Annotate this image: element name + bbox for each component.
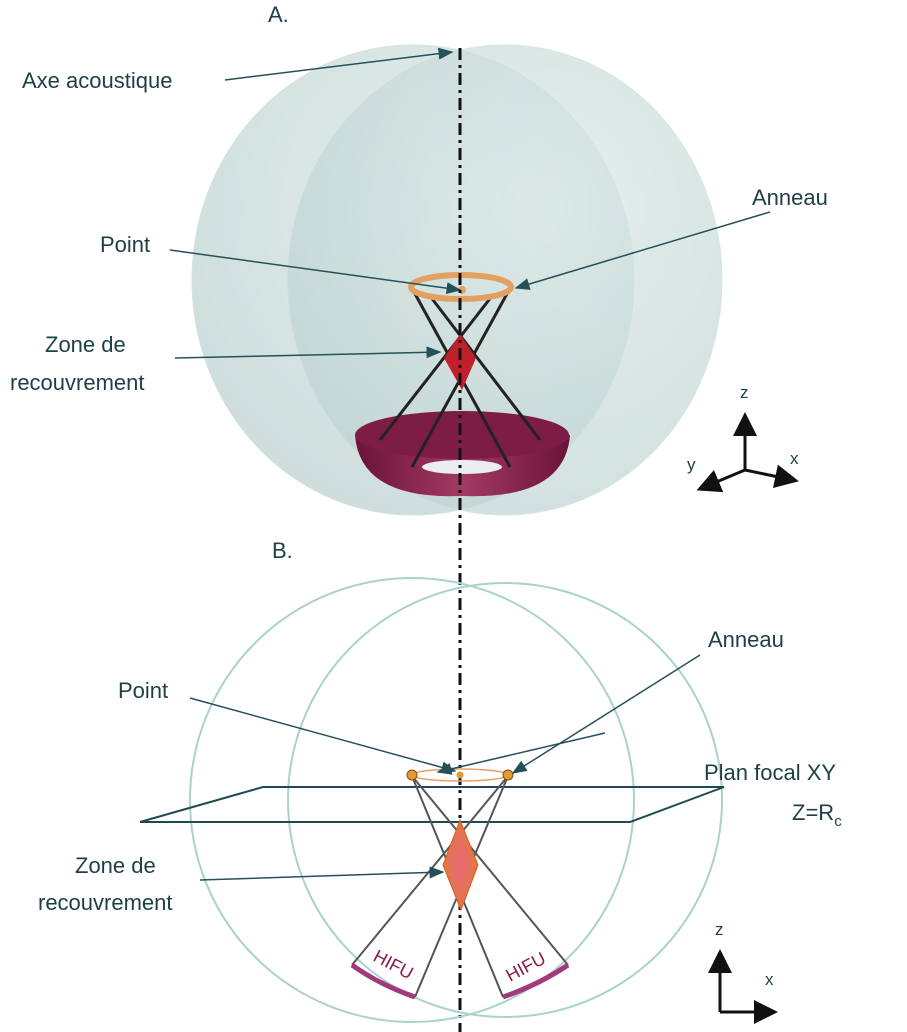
- axis-label: y: [687, 455, 696, 474]
- label: Anneau: [752, 185, 828, 210]
- arrow: [174, 346, 442, 359]
- bowl-rim: [355, 411, 569, 459]
- axis-label: x: [790, 449, 799, 468]
- overlap-zone: [442, 818, 479, 912]
- panel-label: B.: [272, 538, 293, 563]
- panel-b: B. HIFU HIFU Anneau Point Plan focal XY …: [38, 538, 842, 1024]
- equation: Z=R: [792, 800, 834, 825]
- label: Point: [100, 232, 150, 257]
- arrow: [511, 654, 701, 774]
- arrow: [189, 697, 457, 774]
- axis-label: x: [765, 970, 774, 989]
- axes-icon: [696, 412, 799, 493]
- ring-point: [502, 769, 514, 781]
- arrow: [224, 47, 454, 81]
- focal-plane: [139, 786, 725, 823]
- overlap-zone: [444, 334, 476, 390]
- label: recouvrement: [38, 890, 173, 915]
- bowl-hole: [422, 460, 502, 474]
- arrow: [169, 249, 462, 295]
- label: Zone de: [75, 853, 156, 878]
- label: recouvrement: [10, 370, 145, 395]
- label: Zone de: [45, 332, 126, 357]
- sphere: [189, 577, 635, 1023]
- label: Anneau: [708, 627, 784, 652]
- axis-label: z: [740, 383, 749, 402]
- ring-point: [406, 769, 418, 781]
- equation-subscript: c: [834, 813, 842, 830]
- label: Axe acoustique: [22, 68, 172, 93]
- transducer: [350, 962, 416, 1000]
- label: Z=Rc: [792, 800, 842, 830]
- point: [456, 771, 464, 779]
- panel-a: A. Axe acoustique Anneau Point Zone de r…: [10, 2, 828, 516]
- sphere: [287, 582, 723, 1018]
- axis-label: z: [715, 920, 724, 939]
- axes-icon: [708, 949, 778, 1024]
- transducer: [502, 962, 570, 1000]
- label: Point: [118, 678, 168, 703]
- panel-label: A.: [268, 2, 289, 27]
- arrow: [436, 732, 606, 775]
- label: Plan focal XY: [704, 760, 836, 785]
- transducer-label: HIFU: [370, 946, 416, 983]
- arrow: [514, 211, 771, 290]
- arrow: [199, 866, 445, 881]
